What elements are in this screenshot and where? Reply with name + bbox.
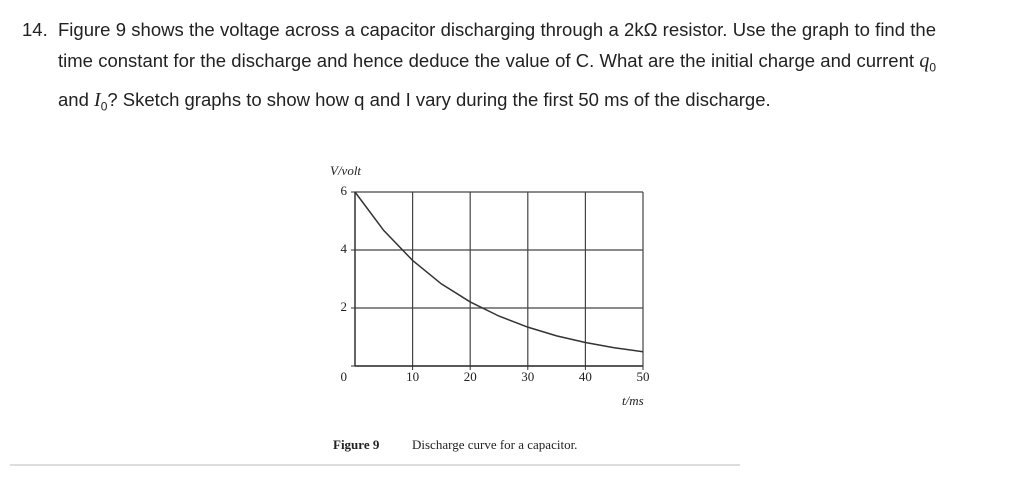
- question-text: Figure 9 shows the voltage across a capa…: [58, 14, 936, 122]
- y-tick-label: 6: [341, 183, 348, 198]
- subscript: 0: [100, 99, 108, 114]
- figure-label: Figure 9: [333, 437, 380, 452]
- x-tick-label: 20: [464, 369, 477, 384]
- text: ? Sketch graphs to show how q and I vary…: [107, 88, 771, 110]
- x-tick-label: 10: [406, 369, 419, 384]
- symbol: q: [919, 50, 930, 72]
- y-tick-label: 2: [341, 299, 348, 314]
- question-number: 14.: [22, 19, 48, 40]
- x-tick-label: 40: [579, 369, 592, 384]
- x-tick-label: 30: [521, 369, 534, 384]
- subscript: 0: [929, 60, 936, 75]
- text: Figure 9 shows the voltage across a capa…: [58, 19, 936, 71]
- curve: [354, 191, 644, 353]
- text: and: [58, 88, 95, 110]
- y-tick-label: 4: [341, 241, 348, 256]
- symbol: I: [94, 88, 101, 111]
- caption: Discharge curve for a capacitor.: [412, 437, 577, 452]
- x-axis-label: t/ms: [622, 393, 644, 408]
- y-axis-label: V/volt: [330, 163, 361, 178]
- question: 14. Figure 9 shows the voltage across a …: [22, 14, 936, 122]
- y-tick-label: 0: [341, 369, 348, 384]
- x-tick-label: 50: [637, 369, 650, 384]
